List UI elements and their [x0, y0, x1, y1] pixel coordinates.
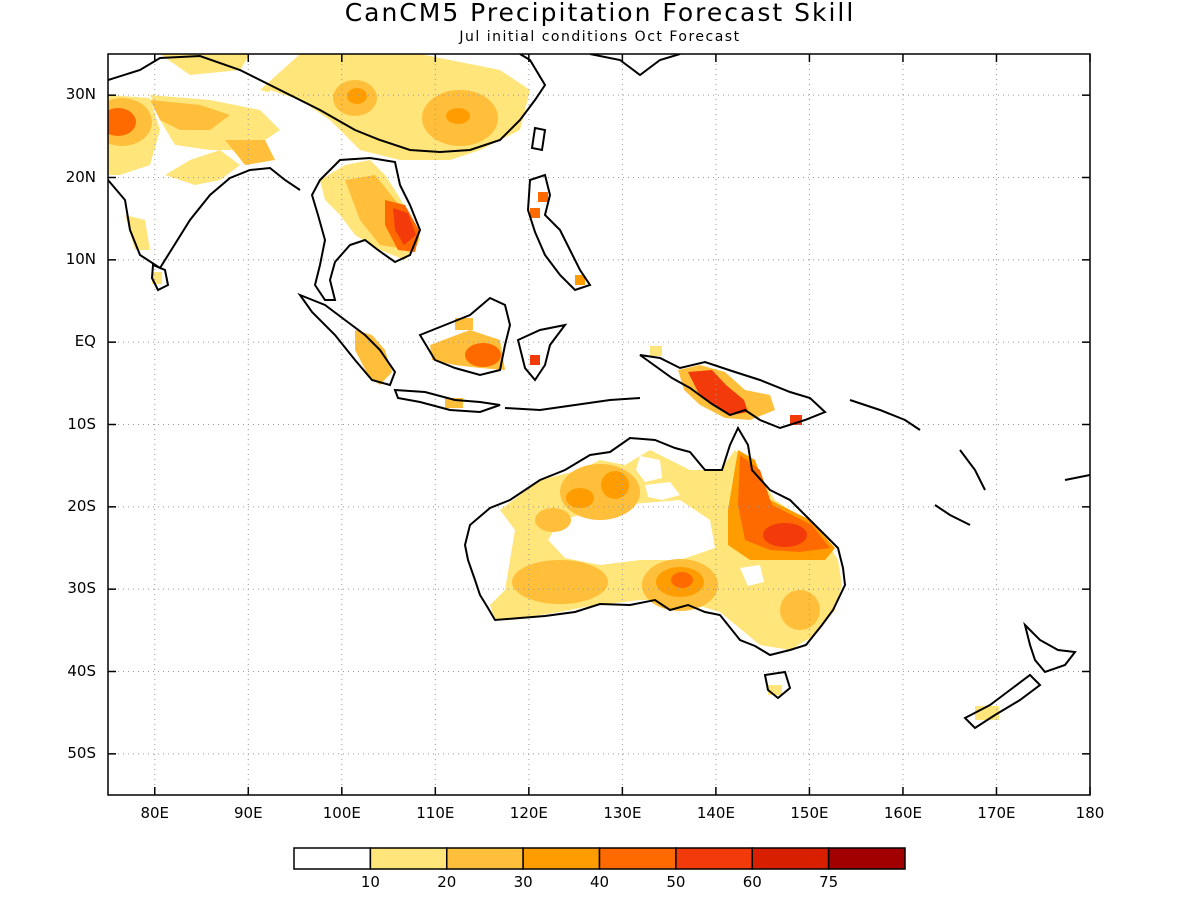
coast-japan	[589, 54, 681, 77]
map-subtitle: Jul initial conditions Oct Forecast	[459, 29, 741, 45]
x-tick-label: 180	[1075, 804, 1105, 822]
x-tick-label: 100E	[322, 804, 361, 822]
x-tick-label: 170E	[977, 804, 1016, 822]
coast-sulawesi	[516, 323, 568, 382]
west-asia-red	[108, 108, 136, 136]
borneo-red	[465, 343, 501, 367]
x-tick-label: 140E	[696, 804, 735, 822]
x-tick-label: 120E	[509, 804, 548, 822]
coast-borneo	[418, 296, 512, 377]
coast-java	[393, 388, 501, 414]
x-tick-label: 90E	[233, 804, 263, 822]
y-tick-label: 40S	[67, 661, 96, 680]
colorbar-swatch	[446, 847, 524, 870]
axis-ticks	[108, 54, 1091, 795]
y-tick-label: 10S	[67, 414, 96, 433]
coast-lesser-sunda	[504, 397, 641, 412]
x-tick-label: 110E	[416, 804, 455, 822]
new-zealand-shade	[975, 706, 999, 720]
china-orange-2	[446, 108, 470, 124]
x-tick-label: 130E	[603, 804, 642, 822]
cambodia-darkred	[393, 208, 416, 245]
colorbar	[293, 847, 906, 870]
halmahera-shade	[650, 346, 662, 356]
australia-interior-low-4	[740, 565, 764, 586]
india-northeast-orange	[225, 140, 275, 165]
coast-new-zealand-north	[1023, 621, 1077, 674]
philippines-red-1	[538, 192, 548, 202]
skill-shading	[108, 54, 999, 720]
india-south-shade	[125, 215, 150, 250]
china-orange-4	[347, 88, 367, 104]
coast-australia	[463, 425, 847, 657]
y-tick-label: 30S	[67, 579, 96, 598]
colorbar-label: 75	[819, 873, 839, 891]
india-north-shade	[165, 150, 240, 185]
borneo-north-shade	[455, 318, 473, 330]
australia-interior-low-3	[645, 482, 680, 500]
mindanao-shade	[575, 275, 585, 285]
new-guinea-red	[688, 370, 748, 415]
australia-west-orange	[535, 508, 571, 532]
colorbar-label: 60	[742, 873, 762, 891]
philippines-red-2	[530, 208, 540, 218]
y-tick-label: EQ	[74, 332, 96, 351]
colorbar-label: 30	[513, 873, 533, 891]
coast-sri-lanka	[150, 263, 170, 292]
sri-lanka-shade	[152, 272, 162, 284]
map-title: CanCM5 Precipitation Forecast Skill	[344, 0, 856, 27]
australia-north-orange-2	[566, 488, 594, 508]
coast-solomons	[849, 399, 921, 431]
x-tick-label: 160E	[883, 804, 922, 822]
sumatra-shade	[355, 330, 392, 385]
coast-philippines	[526, 173, 592, 292]
coast-new-guinea	[639, 354, 827, 430]
colorbar-swatch	[598, 847, 677, 870]
coast-taiwan	[530, 126, 547, 152]
colorbar-label: 20	[437, 873, 457, 891]
coastlines	[108, 54, 1090, 730]
coast-sumatra	[297, 292, 397, 387]
colorbar-label: 40	[589, 873, 610, 891]
coast-mainland-asia	[108, 54, 547, 154]
australia-se-orange	[780, 590, 820, 630]
colorbar-swatch	[522, 847, 601, 870]
tasmania-shade	[768, 685, 782, 695]
australia-sw-orange	[512, 560, 608, 604]
java-shade	[445, 398, 463, 408]
new-guinea-east-red	[790, 415, 802, 425]
x-tick-label: 150E	[790, 804, 829, 822]
himalaya-orange	[150, 100, 230, 130]
colorbar-swatch	[675, 847, 753, 870]
australia-central-red	[671, 572, 693, 588]
colorbar-label: 10	[360, 873, 380, 891]
y-tick-label: 20N	[65, 167, 96, 186]
y-tick-label: 30N	[65, 85, 96, 104]
tibet-top-shade	[160, 54, 250, 75]
coast-indochina	[310, 156, 422, 301]
coast-new-zealand-south	[963, 673, 1042, 730]
y-tick-label: 20S	[67, 496, 96, 515]
australia-north-orange-3	[601, 471, 629, 499]
coast-tasmania	[763, 670, 792, 700]
sulawesi-red	[530, 355, 540, 365]
coast-new-caledonia	[934, 504, 971, 526]
y-tick-label: 10N	[65, 249, 96, 268]
colorbar-swatch	[293, 847, 372, 870]
australia-interior-low-2	[636, 456, 662, 482]
coast-india	[108, 166, 301, 270]
colorbar-swatch	[827, 847, 906, 870]
coast-vanuatu-fiji	[959, 449, 1090, 491]
colorbar-swatch	[751, 847, 830, 870]
colorbar-swatch	[369, 847, 448, 870]
australia-east-darkred	[763, 523, 807, 547]
grid-lines	[108, 54, 1090, 795]
x-tick-label: 80E	[140, 804, 170, 822]
y-tick-label: 50S	[67, 743, 96, 762]
colorbar-label: 50	[666, 873, 686, 891]
